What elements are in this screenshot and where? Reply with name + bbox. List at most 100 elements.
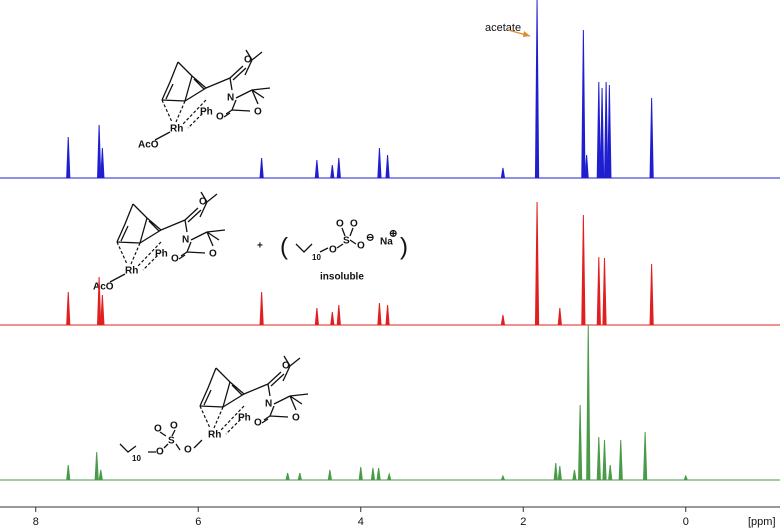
- peak: [377, 147, 382, 179]
- peak: [358, 466, 363, 481]
- atom-label: N: [227, 93, 234, 104]
- peak: [534, 201, 540, 326]
- atom-label: Ph: [238, 413, 251, 424]
- peak: [586, 324, 591, 481]
- peak: [649, 97, 654, 179]
- peak: [604, 81, 609, 179]
- bond: [154, 131, 171, 141]
- x-tick-label: 6: [195, 516, 201, 528]
- peak: [259, 157, 264, 179]
- atom-label: O: [170, 421, 178, 432]
- peak: [557, 307, 562, 326]
- peak: [327, 469, 332, 481]
- atom-label: Rh: [208, 430, 221, 441]
- atom-label: AcO: [138, 140, 159, 151]
- peak: [618, 439, 623, 481]
- peak: [572, 469, 577, 481]
- peak: [66, 291, 71, 326]
- atom-label: O: [336, 219, 344, 230]
- peak: [596, 256, 601, 326]
- peak: [285, 472, 290, 481]
- peak: [596, 81, 601, 179]
- charge: ⊕: [389, 229, 397, 240]
- atom-label: O: [184, 445, 192, 456]
- peak: [97, 276, 102, 326]
- atom-label: O: [350, 219, 358, 230]
- ion-label: Na: [380, 237, 393, 248]
- peak: [602, 257, 607, 326]
- peak: [94, 451, 99, 481]
- bracket: ): [400, 233, 408, 260]
- peak: [330, 311, 335, 326]
- peak: [370, 467, 376, 481]
- x-tick-label: 4: [358, 516, 364, 528]
- structure: Rh Ph O N O O: [199, 355, 309, 441]
- peak: [377, 302, 382, 326]
- peak: [387, 472, 392, 481]
- subscript: 10: [312, 253, 321, 262]
- charge: ⊖: [366, 233, 374, 244]
- atom-label: O: [282, 361, 290, 372]
- peak: [596, 436, 601, 481]
- atom-label: O: [244, 55, 252, 66]
- annotation-arrowhead: [523, 31, 530, 37]
- peak: [100, 294, 105, 326]
- peak: [649, 263, 654, 326]
- atom-label: N: [182, 235, 189, 246]
- peak: [500, 314, 506, 326]
- atom-label: S: [168, 436, 175, 447]
- peak: [314, 159, 319, 179]
- x-tick-label: 2: [520, 516, 526, 528]
- atom-label: O: [216, 112, 224, 123]
- x-tick-label: 0: [683, 516, 689, 528]
- peak: [599, 87, 605, 179]
- atom-label: AcO: [93, 282, 114, 293]
- peak: [607, 84, 612, 179]
- atom-label: O: [292, 413, 300, 424]
- peak: [602, 439, 607, 481]
- x-tick-label: 8: [33, 516, 39, 528]
- atom-label: O: [156, 447, 164, 458]
- atom-label: Rh: [125, 266, 138, 277]
- peak: [66, 136, 71, 179]
- atom-label: O: [209, 249, 217, 260]
- peak: [581, 29, 586, 179]
- peak: [336, 304, 341, 326]
- atom-label: O: [171, 254, 179, 265]
- bond: [109, 273, 126, 283]
- sulfate-chain: 10 O S O O O: [119, 421, 203, 463]
- peak: [314, 307, 319, 326]
- atom-label: O: [254, 107, 262, 118]
- surfactant: + ( 10 O S O O O ⊖ Na ⊕ ) insoluble: [257, 219, 408, 283]
- peak: [500, 474, 506, 481]
- atom-label: O: [357, 241, 365, 252]
- peak: [297, 472, 302, 481]
- peak: [98, 469, 103, 481]
- peak: [581, 214, 586, 326]
- peak: [376, 467, 381, 481]
- peak: [97, 124, 102, 179]
- plus-sign: +: [257, 241, 263, 252]
- bonds: [295, 227, 357, 253]
- caption: insoluble: [320, 272, 364, 283]
- peak: [330, 164, 335, 179]
- bonds: [119, 429, 203, 453]
- atom-label: O: [329, 245, 337, 256]
- atom-label: O: [199, 197, 207, 208]
- peak: [584, 154, 589, 179]
- peak: [100, 147, 105, 179]
- peak: [608, 464, 613, 481]
- x-axis-label: [ppm]: [748, 516, 776, 528]
- peak: [534, 0, 540, 179]
- peak: [385, 154, 390, 179]
- atom-label: O: [254, 418, 262, 429]
- peak: [259, 291, 264, 326]
- peak: [683, 474, 688, 481]
- atom-label: N: [265, 399, 272, 410]
- atom-label: Ph: [155, 249, 168, 260]
- peak: [500, 167, 506, 179]
- peak: [557, 465, 562, 481]
- subscript: 10: [132, 454, 141, 463]
- peak: [336, 157, 341, 179]
- atom-label: Rh: [170, 124, 183, 135]
